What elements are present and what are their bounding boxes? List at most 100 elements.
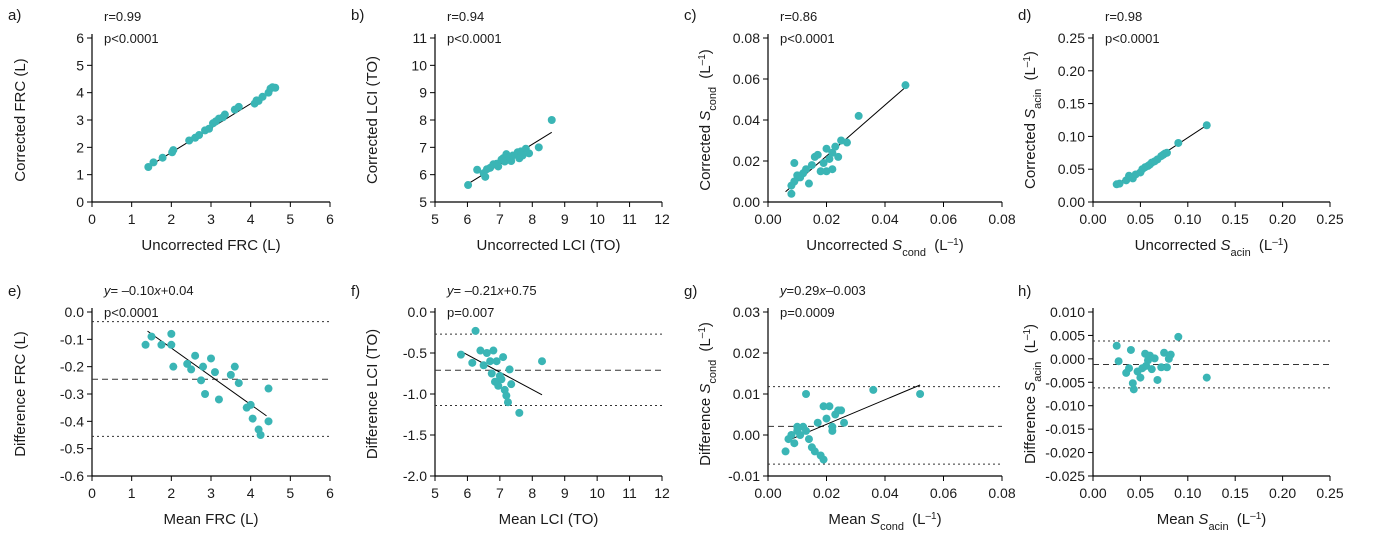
data-point (840, 418, 849, 427)
data-point (248, 414, 257, 423)
data-point (1150, 354, 1159, 363)
data-point (147, 332, 156, 341)
data-point (492, 357, 501, 366)
data-point (185, 136, 194, 145)
stat-annotation: r=0.99 (104, 9, 141, 24)
stat-annotation: r=0.86 (780, 9, 817, 24)
data-point (199, 362, 208, 371)
panel-label: b) (351, 7, 364, 24)
data-point (822, 144, 831, 153)
data-point (515, 408, 524, 417)
x-tick-label: 0.25 (1316, 485, 1343, 501)
y-tick-label: 8 (419, 112, 427, 128)
data-point (158, 153, 167, 162)
x-tick-label: 0.05 (1127, 485, 1154, 501)
data-point (842, 138, 851, 147)
y-tick-label: 11 (412, 30, 427, 46)
data-point (486, 357, 495, 366)
y-tick-label: 0.00 (733, 427, 760, 443)
x-tick-label: 1 (128, 485, 136, 501)
stat-annotation: r=0.98 (1105, 9, 1142, 24)
chart-panel-e: e) 0 1 2 3 4 5 6 0.0 -0.1 -0.2 -0.3 -0.4 -0.5 -0.6 Mean… (8, 283, 334, 528)
data-point (796, 431, 805, 439)
x-axis-label: Uncorrected FRC (L) (141, 237, 280, 254)
data-point (816, 167, 825, 176)
x-tick-label: 7 (496, 485, 504, 501)
data-point (807, 161, 816, 170)
x-tick-label: 0.15 (1222, 485, 1249, 501)
chart-panel-d: d) 0.00 0.05 0.10 0.15 0.20 0.25 0.00 0.05 0.10 0.… (1018, 7, 1344, 259)
x-tick-label: 0.10 (1174, 211, 1201, 227)
panel-label: f) (351, 283, 360, 300)
data-point (471, 326, 480, 335)
data-point (220, 110, 229, 119)
x-tick-label: 6 (464, 211, 472, 227)
panel-label: d) (1018, 7, 1031, 24)
y-tick-label: -0.6 (60, 468, 84, 484)
y-axis-label: Corrected LCI (TO) (364, 56, 381, 184)
y-tick-label: 0.05 (1058, 161, 1085, 177)
y-tick-label: -0.1 (60, 331, 84, 347)
y-tick-label: -1.0 (403, 386, 427, 402)
x-tick-label: 12 (654, 211, 670, 227)
data-point (167, 329, 176, 338)
y-tick-label: -0.01 (728, 468, 760, 484)
stat-annotation: p<0.0001 (780, 31, 835, 46)
y-tick-label: 0.005 (1050, 327, 1085, 343)
data-point (230, 362, 239, 371)
x-tick-label: 0.10 (1174, 485, 1201, 501)
stat-annotation: y=0.29x–0.003 (779, 283, 866, 298)
data-point (802, 165, 811, 174)
x-tick-label: 0.04 (871, 211, 898, 227)
x-tick-label: 3 (207, 211, 215, 227)
y-tick-label: -0.2 (60, 359, 84, 375)
data-point (538, 357, 547, 366)
x-tick-label: 0.25 (1316, 211, 1343, 227)
y-tick-label: -0.020 (1045, 445, 1085, 461)
y-tick-label: 6 (76, 30, 84, 46)
x-tick-label: 8 (528, 485, 536, 501)
stat-annotation: p<0.0001 (1105, 31, 1160, 46)
data-point (781, 447, 790, 456)
x-tick-label: 6 (326, 211, 334, 227)
y-tick-label: 10 (411, 57, 427, 73)
y-tick-label: 0 (76, 194, 84, 210)
data-point (828, 148, 837, 157)
data-point (246, 400, 255, 409)
x-tick-label: 0.15 (1222, 211, 1249, 227)
data-point (831, 142, 840, 151)
y-tick-label: 0.06 (733, 71, 760, 87)
data-point (1166, 350, 1175, 359)
data-point (234, 379, 243, 388)
data-point (1202, 373, 1211, 382)
x-tick-label: 0.06 (930, 211, 957, 227)
data-point (201, 390, 210, 398)
x-tick-label: 12 (654, 485, 670, 501)
data-point (481, 172, 490, 181)
y-tick-label: 0.02 (733, 153, 760, 169)
y-tick-label: -1.5 (403, 427, 427, 443)
data-point (804, 435, 813, 444)
stat-annotation: y= –0.21x+0.75 (446, 283, 537, 298)
x-tick-label: 11 (622, 485, 637, 501)
data-point (828, 165, 837, 174)
stat-annotation: p<0.0001 (104, 31, 159, 46)
data-point (207, 354, 215, 363)
x-tick-label: 0.20 (1269, 485, 1296, 501)
y-tick-label: 0.00 (1058, 194, 1085, 210)
x-tick-label: 4 (247, 485, 255, 501)
x-tick-label: 10 (589, 211, 605, 227)
panel-label: c) (684, 7, 697, 24)
y-tick-label: 0.25 (1058, 30, 1085, 46)
y-tick-label: -0.005 (1045, 374, 1085, 390)
x-tick-label: 2 (167, 211, 175, 227)
stat-annotation: p<0.0001 (447, 31, 502, 46)
chart-panel-g: g)0.00 0.02 0.04 0.06 0.080.030.020.010.00-0… (684, 283, 1016, 533)
y-axis-label: Corrected FRC (L) (12, 58, 29, 181)
data-point (901, 81, 910, 90)
x-tick-label: 6 (464, 485, 472, 501)
data-point (1174, 332, 1183, 341)
data-point (916, 390, 925, 398)
